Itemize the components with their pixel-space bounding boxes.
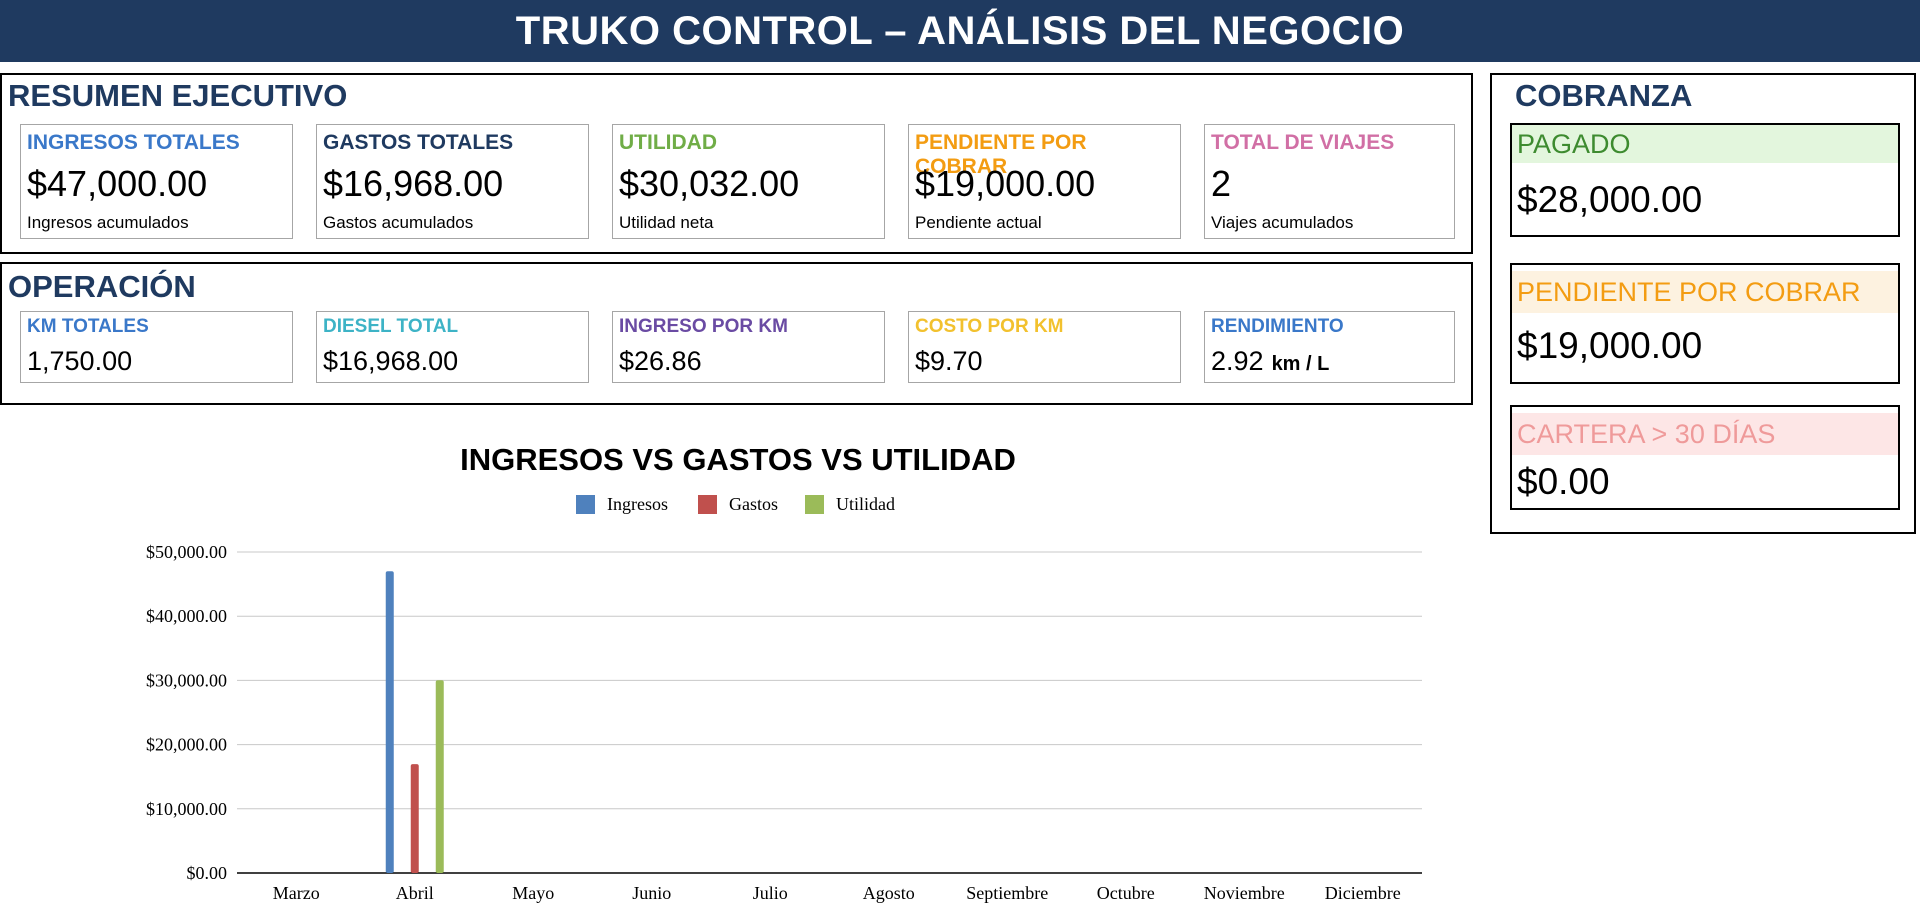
x-tick-label: Noviembre	[1204, 883, 1285, 903]
page-title: TRUKO CONTROL – ANÁLISIS DEL NEGOCIO	[515, 9, 1405, 53]
kpi-card-viajes: TOTAL DE VIAJES 2 Viajes acumulados	[1204, 124, 1455, 239]
y-tick-label: $20,000.00	[146, 735, 227, 755]
kpi-subtext: Ingresos acumulados	[27, 213, 189, 232]
kpi-label: PENDIENTE POR COBRAR	[915, 131, 1087, 178]
kpi-value: $30,032.00	[619, 163, 800, 204]
cobranza-panel: COBRANZA PAGADO $28,000.00 PENDIENTE POR…	[1490, 73, 1916, 534]
cobranza-value: $0.00	[1517, 461, 1610, 502]
kpi-label: UTILIDAD	[619, 131, 717, 154]
x-tick-label: Agosto	[863, 883, 915, 903]
cobranza-value: $19,000.00	[1517, 325, 1703, 366]
y-tick-label: $50,000.00	[146, 542, 227, 562]
cobranza-card-cartera: CARTERA > 30 DÍAS $0.00	[1510, 405, 1900, 510]
legend-swatch-ingresos	[576, 495, 595, 514]
x-tick-label: Mayo	[512, 883, 554, 903]
op-label: RENDIMIENTO	[1211, 316, 1344, 337]
y-tick-label: $30,000.00	[146, 670, 227, 690]
kpi-value: $47,000.00	[27, 163, 208, 204]
legend-label-utilidad: Utilidad	[836, 494, 895, 514]
x-tick-label: Julio	[753, 883, 788, 903]
op-card-ingreso-por-km: INGRESO POR KM $26.86	[612, 311, 885, 383]
op-value: $26.86	[619, 346, 702, 376]
bar-utilidad-abril	[435, 680, 444, 873]
kpi-subtext: Pendiente actual	[915, 213, 1042, 232]
x-tick-label: Diciembre	[1325, 883, 1401, 903]
y-tick-label: $40,000.00	[146, 606, 227, 626]
op-value: $9.70	[915, 346, 983, 376]
kpi-subtext: Gastos acumulados	[323, 213, 474, 232]
op-value: $16,968.00	[323, 346, 459, 376]
op-value-unit: km / L	[1271, 353, 1330, 375]
resumen-panel: RESUMEN EJECUTIVO INGRESOS TOTALES $47,0…	[0, 73, 1473, 254]
x-tick-label: Marzo	[273, 883, 320, 903]
x-tick-label: Octubre	[1097, 883, 1155, 903]
op-card-costo-por-km: COSTO POR KM $9.70	[908, 311, 1181, 383]
page-header: TRUKO CONTROL – ANÁLISIS DEL NEGOCIO	[0, 0, 1920, 62]
cobranza-label: PAGADO	[1512, 125, 1898, 163]
op-label: DIESEL TOTAL	[323, 316, 459, 337]
cobranza-value: $28,000.00	[1517, 179, 1703, 220]
legend-swatch-utilidad	[805, 495, 824, 514]
cobranza-card-pendiente: PENDIENTE POR COBRAR $19,000.00	[1510, 263, 1900, 384]
op-card-km-totales: KM TOTALES 1,750.00	[20, 311, 293, 383]
cobranza-label: PENDIENTE POR COBRAR	[1512, 271, 1898, 313]
op-value-number: 2.92	[1211, 346, 1264, 376]
op-label: COSTO POR KM	[915, 316, 1064, 337]
x-tick-label: Abril	[396, 883, 434, 903]
legend-label-ingresos: Ingresos	[607, 494, 668, 514]
kpi-card-pendiente: PENDIENTE POR COBRAR $19,000.00 Pendient…	[908, 124, 1181, 239]
kpi-label: INGRESOS TOTALES	[27, 131, 240, 154]
chart-title: INGRESOS VS GASTOS VS UTILIDAD	[460, 442, 1016, 477]
cobranza-card-pagado: PAGADO $28,000.00	[1510, 123, 1900, 237]
kpi-card-utilidad: UTILIDAD $30,032.00 Utilidad neta	[612, 124, 885, 239]
y-tick-label: $10,000.00	[146, 799, 227, 819]
kpi-subtext: Utilidad neta	[619, 213, 714, 232]
kpi-value: $16,968.00	[323, 163, 504, 204]
x-tick-label: Junio	[632, 883, 671, 903]
kpi-value: 2	[1211, 163, 1232, 204]
kpi-card-gastos: GASTOS TOTALES $16,968.00 Gastos acumula…	[316, 124, 589, 239]
bar-ingresos-abril	[385, 571, 394, 873]
op-value: 1,750.00	[27, 346, 133, 376]
kpi-value: $19,000.00	[915, 163, 1096, 204]
op-label: INGRESO POR KM	[619, 316, 788, 337]
op-card-diesel-total: DIESEL TOTAL $16,968.00	[316, 311, 589, 383]
op-label: KM TOTALES	[27, 316, 149, 337]
operacion-panel: OPERACIÓN KM TOTALES 1,750.00 DIESEL TOT…	[0, 262, 1473, 405]
kpi-label: TOTAL DE VIAJES	[1211, 131, 1395, 154]
resumen-title: RESUMEN EJECUTIVO	[8, 78, 348, 113]
cobranza-label: CARTERA > 30 DÍAS	[1512, 413, 1898, 455]
bar-gastos-abril	[410, 764, 419, 873]
cobranza-title: COBRANZA	[1515, 78, 1693, 113]
op-card-rendimiento: RENDIMIENTO 2.92 km / L	[1204, 311, 1455, 383]
kpi-subtext: Viajes acumulados	[1211, 213, 1354, 232]
kpi-label: GASTOS TOTALES	[323, 131, 514, 154]
x-tick-label: Septiembre	[966, 883, 1048, 903]
legend-swatch-gastos	[698, 495, 717, 514]
income-expense-chart: INGRESOS VS GASTOS VS UTILIDAD Ingresos Ga…	[146, 442, 1422, 903]
y-tick-label: $0.00	[187, 863, 228, 883]
legend-label-gastos: Gastos	[729, 494, 778, 514]
op-value: 2.92 km / L	[1211, 346, 1329, 377]
operacion-title: OPERACIÓN	[8, 269, 196, 304]
kpi-card-ingresos: INGRESOS TOTALES $47,000.00 Ingresos acu…	[20, 124, 293, 239]
